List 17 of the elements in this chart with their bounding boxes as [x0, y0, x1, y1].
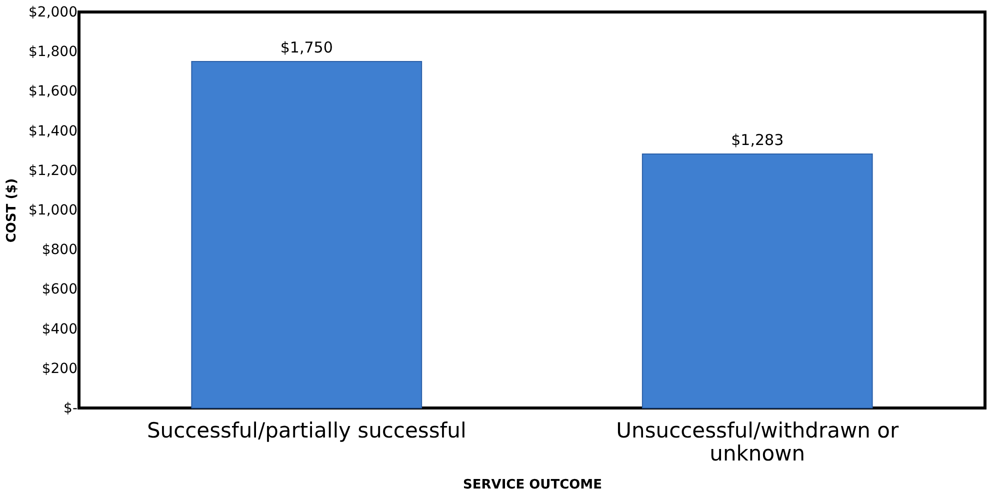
y-tick-label: $1,400	[28, 123, 78, 140]
y-tick-label: $1,200	[28, 162, 78, 179]
x-tick-label: Successful/partially successful	[146, 418, 466, 442]
y-tick-label: $1,800	[28, 44, 78, 60]
y-tick-label: $2,000	[28, 4, 78, 20]
y-tick-label: $1,000	[28, 202, 78, 218]
data-label: $1,750	[280, 38, 333, 56]
y-axis-title: COST ($)	[4, 178, 20, 243]
x-tick-label: Unsuccessful/withdrawn or unknown	[616, 418, 899, 466]
y-tick-label: $200	[42, 360, 78, 377]
x-axis-title: SERVICE OUTCOME	[463, 478, 602, 492]
data-label: $1,283	[731, 130, 784, 149]
y-tick-label: $600	[42, 282, 78, 298]
y-tick-label: $1,600	[28, 84, 78, 100]
y-tick-label: $-	[64, 400, 78, 416]
y-tick-label: $400	[42, 321, 78, 338]
y-tick-label: $800	[42, 242, 78, 258]
